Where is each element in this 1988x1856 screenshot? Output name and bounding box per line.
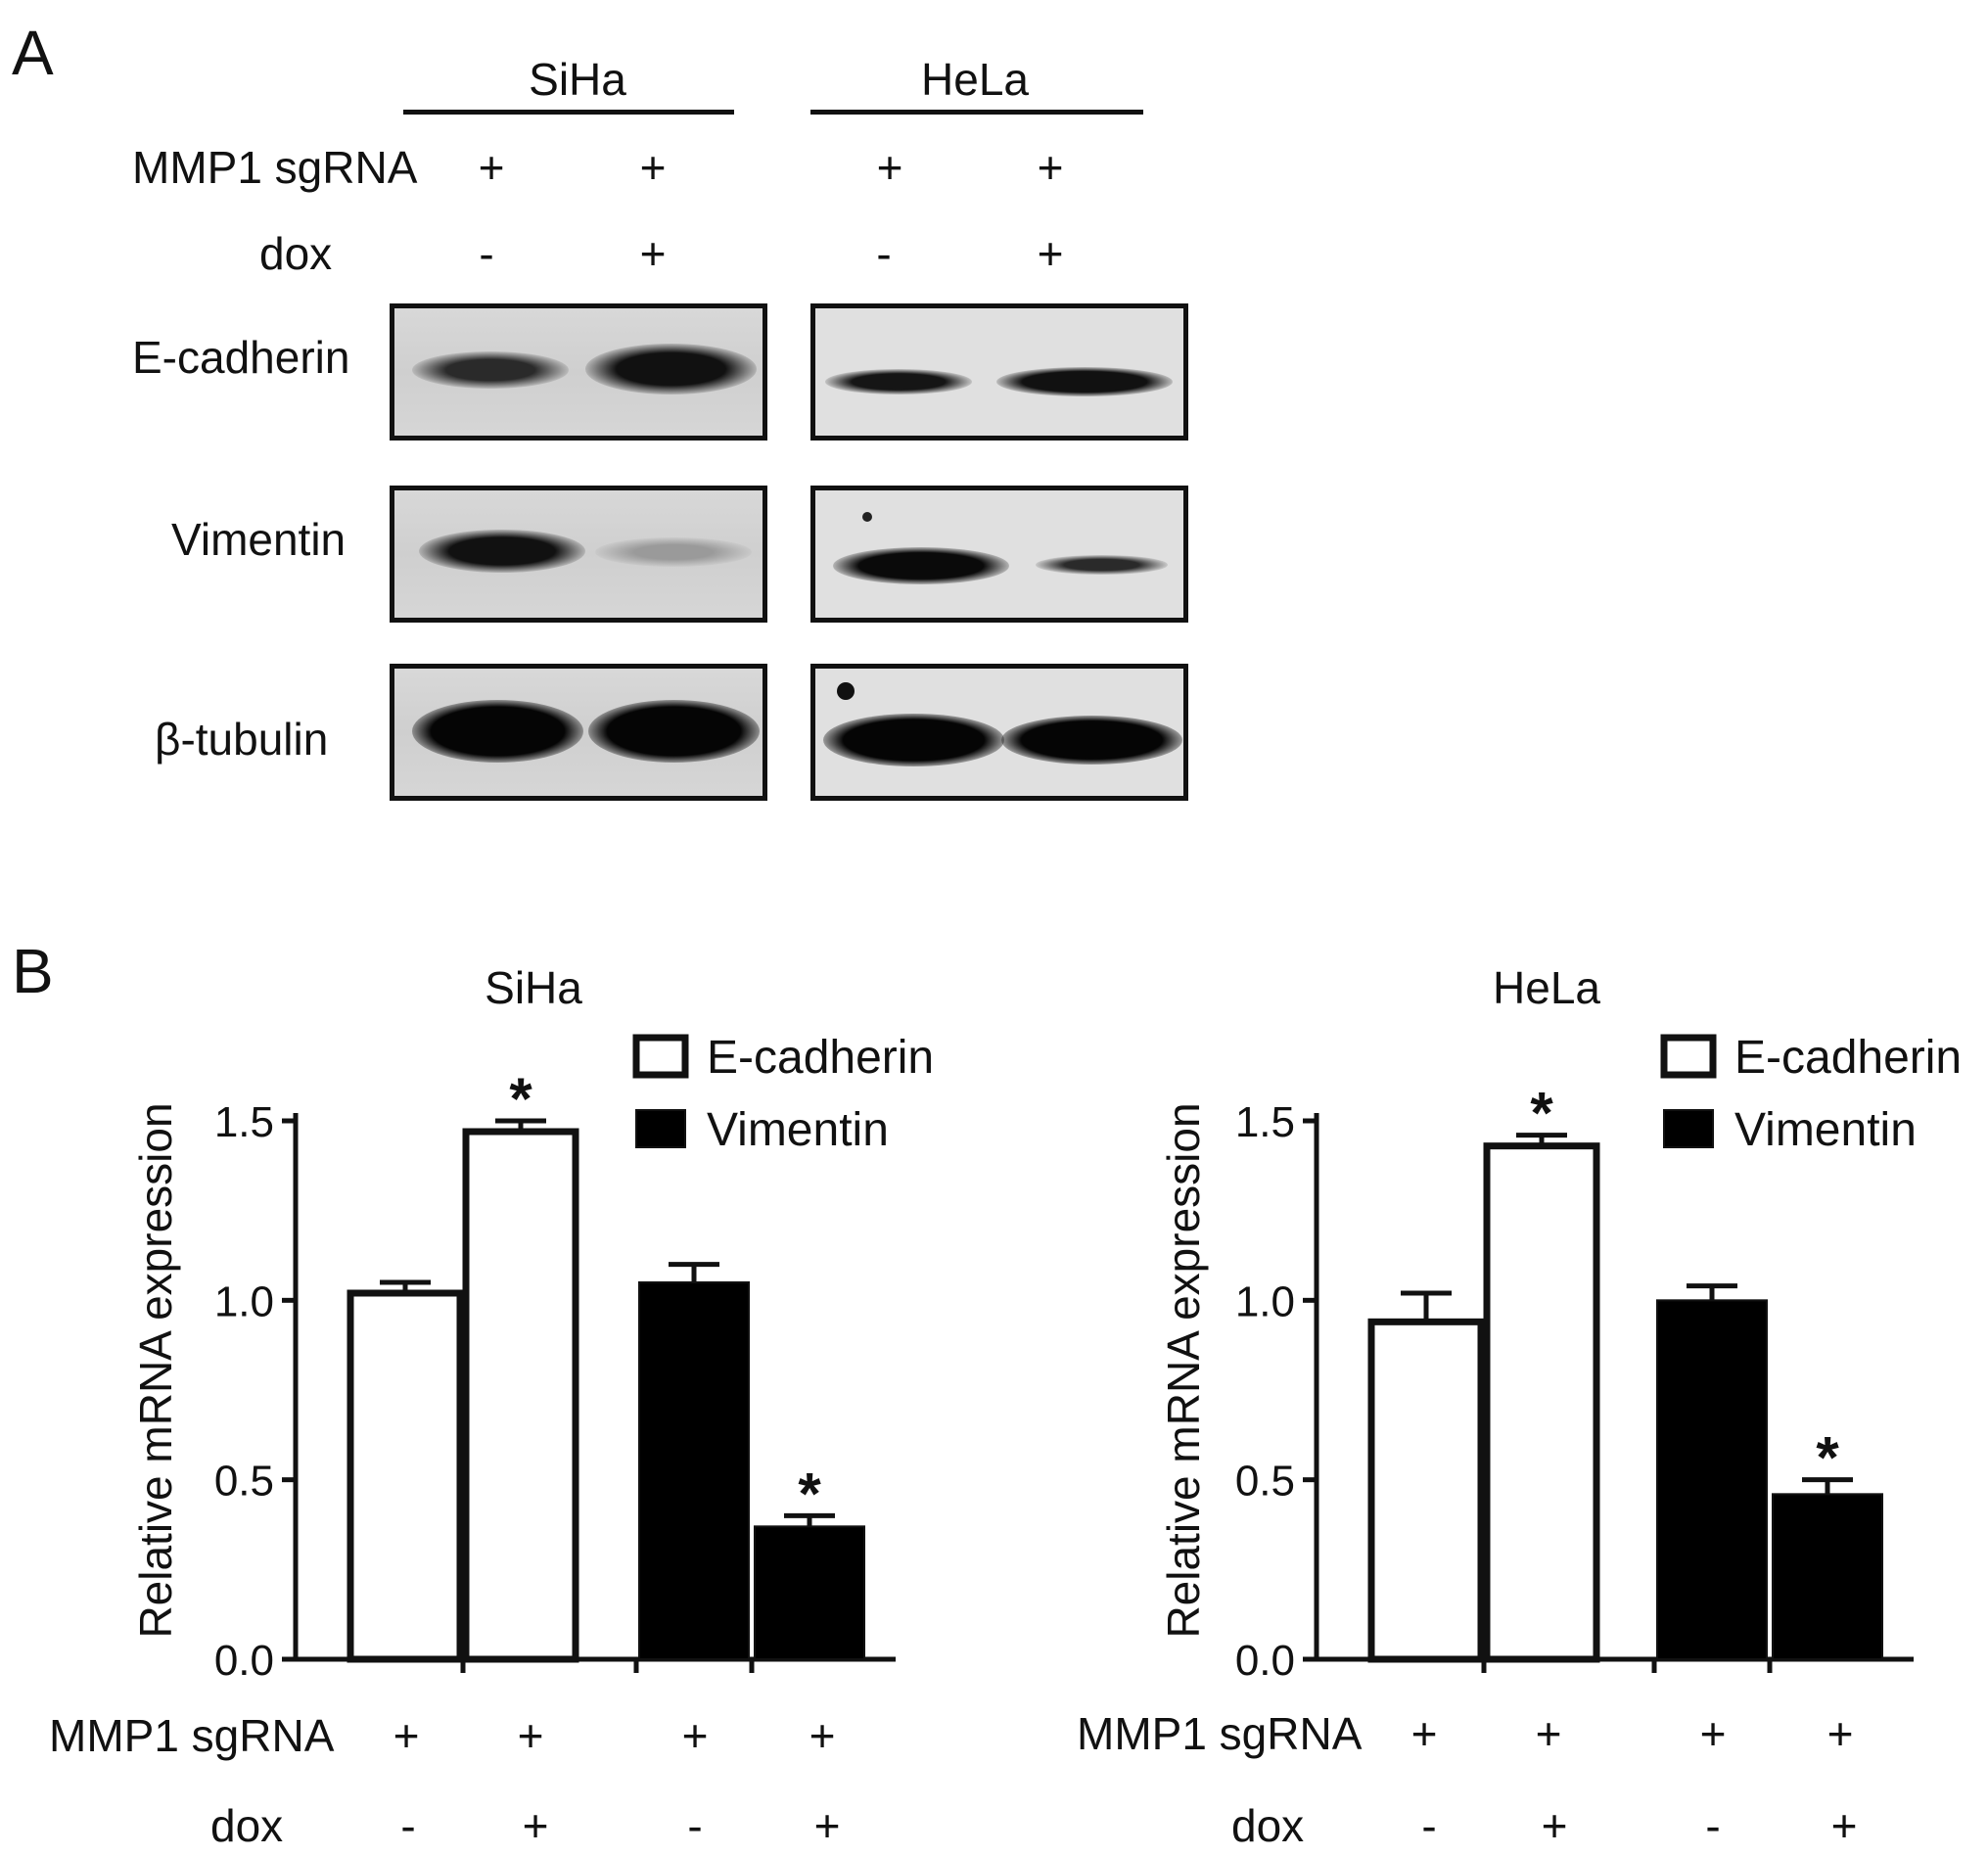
blot-siha-vimentin [390,486,767,623]
bar [1772,1493,1883,1661]
b-hela-dox-label: dox [1231,1800,1305,1851]
panel-a-letter: A [12,18,54,88]
bar [638,1281,750,1660]
b-siha-dox-label: dox [210,1800,284,1851]
chart-siha: SiHa Relative mRNA expression 0.0 0.5 1.0 1.5… [130,962,934,1685]
b-siha-dox-sign-1: - [400,1800,416,1851]
y-tick-label: 1.5 [214,1098,274,1146]
y-axis-label: Relative mRNA expression [130,1102,181,1638]
chart-title: HeLa [1493,962,1600,1013]
cell-line-siha-label: SiHa [529,54,626,105]
legend-swatch [635,1109,686,1148]
legend-label: E-cadherin [707,1032,934,1084]
bar [1483,1142,1600,1663]
significance-mark: * [509,1066,532,1132]
y-tick-label: 0.0 [1235,1637,1295,1685]
b-hela-sgrna-label: MMP1 sgRNA [1077,1708,1363,1759]
dox-sign-4: + [1037,228,1064,279]
blot-hela-vimentin [810,486,1188,623]
cell-line-hela-label: HeLa [921,54,1029,105]
bar [754,1525,865,1661]
sgrna-sign-3: + [876,142,903,193]
y-tick-label: 0.0 [214,1637,274,1685]
b-hela-dox-sign-2: + [1541,1800,1568,1851]
bar [347,1289,464,1663]
bar [1656,1299,1768,1661]
sgrna-row-label: MMP1 sgRNA [132,142,418,193]
b-siha-sgrna-sign-2: + [517,1710,544,1761]
dox-sign-1: - [479,228,494,279]
b-hela-sgrna-sign-4: + [1826,1708,1854,1759]
b-siha-sgrna-sign-3: + [681,1710,709,1761]
siha-group-line [403,110,734,115]
legend-swatch [632,1034,689,1079]
hela-group-line [810,110,1143,115]
b-hela-sgrna-sign-2: + [1535,1708,1562,1759]
b-hela-dox-sign-3: - [1705,1800,1721,1851]
y-tick-label: 0.5 [214,1458,274,1506]
blot-hela-ecadherin [810,303,1188,441]
sgrna-sign-4: + [1037,142,1064,193]
b-hela-dox-sign-4: + [1830,1800,1858,1851]
b-siha-dox-sign-3: - [687,1800,703,1851]
chart-hela: HeLa Relative mRNA expression 0.0 0.5 1.0 1.5… [1158,962,1962,1685]
significance-mark: * [798,1461,821,1526]
dox-sign-2: + [639,228,667,279]
blot-siha-tubulin [390,664,767,801]
legend-swatch [1663,1109,1714,1148]
b-hela-dox-sign-1: - [1421,1800,1437,1851]
legend-label: Vimentin [707,1104,889,1156]
protein-label-ecadherin: E-cadherin [132,332,350,383]
significance-mark: * [1816,1425,1839,1491]
b-siha-sgrna-sign-4: + [809,1710,836,1761]
protein-label-tubulin: β-tubulin [155,714,329,765]
sgrna-sign-1: + [478,142,505,193]
sgrna-sign-2: + [639,142,667,193]
blot-hela-tubulin [810,664,1188,801]
y-tick-label: 1.5 [1235,1098,1295,1146]
significance-mark: * [1530,1081,1553,1146]
y-axis-label: Relative mRNA expression [1158,1102,1209,1638]
b-hela-sgrna-sign-1: + [1410,1708,1438,1759]
legend-label: E-cadherin [1734,1032,1962,1084]
y-tick-label: 0.5 [1235,1458,1295,1506]
y-tick-label: 1.0 [1235,1277,1295,1325]
bar [1367,1318,1485,1663]
b-siha-sgrna-label: MMP1 sgRNA [49,1710,335,1761]
protein-label-vimentin: Vimentin [171,514,347,565]
chart-title: SiHa [485,962,582,1013]
dox-sign-3: - [876,228,892,279]
b-siha-sgrna-sign-1: + [393,1710,420,1761]
legend-swatch [1660,1034,1717,1079]
blot-siha-ecadherin [390,303,767,441]
panel-b-letter: B [12,936,54,1006]
y-tick-label: 1.0 [214,1277,274,1325]
dox-row-label: dox [259,228,333,279]
legend-label: Vimentin [1734,1104,1917,1156]
b-siha-dox-sign-2: + [522,1800,549,1851]
b-hela-sgrna-sign-3: + [1699,1708,1727,1759]
b-siha-dox-sign-4: + [813,1800,841,1851]
bar [462,1128,579,1663]
